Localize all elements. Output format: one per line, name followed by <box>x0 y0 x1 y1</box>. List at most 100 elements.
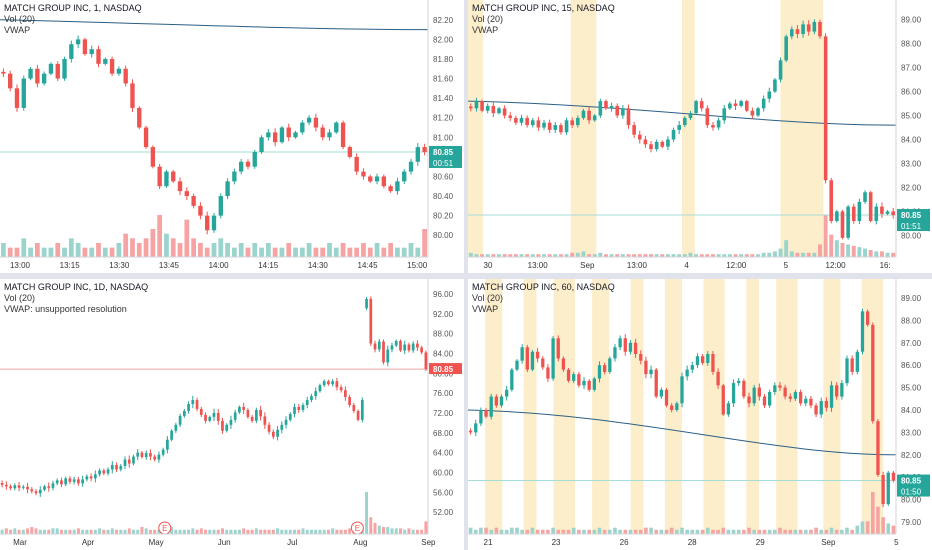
candle[interactable] <box>212 412 216 417</box>
candle[interactable] <box>13 485 17 489</box>
candle[interactable] <box>327 381 330 385</box>
candle[interactable] <box>132 456 135 464</box>
candle[interactable] <box>127 459 131 464</box>
candle[interactable] <box>221 420 224 431</box>
candle[interactable] <box>519 117 524 123</box>
candle[interactable] <box>408 161 414 172</box>
candle[interactable] <box>218 196 223 216</box>
candle[interactable] <box>334 122 339 133</box>
candle[interactable] <box>360 400 364 420</box>
candle[interactable] <box>245 161 251 167</box>
candle[interactable] <box>123 68 128 84</box>
candle[interactable] <box>742 380 746 397</box>
candle[interactable] <box>424 352 428 370</box>
candle[interactable] <box>690 365 694 370</box>
time-axis[interactable] <box>468 534 932 550</box>
candle[interactable] <box>331 381 335 385</box>
candle[interactable] <box>598 101 603 116</box>
candle[interactable] <box>716 371 720 386</box>
candle[interactable] <box>564 120 569 133</box>
candle[interactable] <box>280 424 284 430</box>
candle[interactable] <box>242 406 246 410</box>
candle[interactable] <box>415 147 420 162</box>
candle[interactable] <box>694 101 698 114</box>
candle[interactable] <box>829 385 834 408</box>
candle[interactable] <box>301 405 305 410</box>
chart-pane-daily[interactable]: MATCH GROUP INC, 1D, NASDAQ Vol (20) VWA… <box>0 279 464 550</box>
candle[interactable] <box>860 311 865 352</box>
candle[interactable] <box>829 180 834 222</box>
candle[interactable] <box>150 147 156 167</box>
candle[interactable] <box>314 391 318 397</box>
candle[interactable] <box>68 478 72 482</box>
candle[interactable] <box>171 171 176 182</box>
candle[interactable] <box>8 73 13 89</box>
candle[interactable] <box>855 351 859 372</box>
candle[interactable] <box>705 108 710 126</box>
candle[interactable] <box>618 338 622 348</box>
candle[interactable] <box>335 381 339 388</box>
candle[interactable] <box>411 343 415 351</box>
candle[interactable] <box>508 115 513 118</box>
candle[interactable] <box>706 353 710 363</box>
candle[interactable] <box>688 113 693 118</box>
candle[interactable] <box>305 400 309 406</box>
candle[interactable] <box>374 176 380 182</box>
candle[interactable] <box>102 470 106 474</box>
candle[interactable] <box>881 474 885 505</box>
candle[interactable] <box>390 345 394 350</box>
vwap-indicator-label[interactable]: VWAP: unsupported resolution <box>4 304 127 314</box>
candle[interactable] <box>637 134 642 140</box>
candle[interactable] <box>195 400 199 409</box>
candle[interactable] <box>790 29 794 37</box>
candle[interactable] <box>502 108 507 116</box>
candle[interactable] <box>184 191 189 197</box>
candle[interactable] <box>191 400 195 405</box>
candle[interactable] <box>863 192 867 202</box>
candle[interactable] <box>505 389 509 397</box>
candle[interactable] <box>880 206 884 214</box>
candle[interactable] <box>272 132 278 143</box>
candle[interactable] <box>469 106 473 109</box>
candle[interactable] <box>535 351 540 359</box>
candle[interactable] <box>876 421 880 475</box>
candle[interactable] <box>89 49 94 55</box>
candle[interactable] <box>499 396 504 406</box>
candle[interactable] <box>649 144 653 150</box>
candle[interactable] <box>205 215 210 231</box>
candle[interactable] <box>675 403 679 410</box>
symbol-title[interactable]: MATCH GROUP INC, 1D, NASDAQ <box>4 282 149 292</box>
candle[interactable] <box>716 120 721 128</box>
candle[interactable] <box>30 489 34 492</box>
candle[interactable] <box>726 403 731 415</box>
candle[interactable] <box>21 486 25 488</box>
candle[interactable] <box>300 122 305 133</box>
symbol-title[interactable]: MATCH GROUP INC, 15, NASDAQ <box>472 3 615 13</box>
candle[interactable] <box>62 58 67 79</box>
candle[interactable] <box>561 358 566 370</box>
candle[interactable] <box>628 342 633 352</box>
candle[interactable] <box>208 416 212 421</box>
candle[interactable] <box>89 476 93 479</box>
pane-separator-horizontal[interactable] <box>0 273 932 279</box>
candle[interactable] <box>55 63 60 79</box>
candle[interactable] <box>109 58 115 74</box>
candle[interactable] <box>93 474 97 479</box>
candle[interactable] <box>85 476 89 480</box>
candle[interactable] <box>395 181 400 192</box>
candle[interactable] <box>525 347 529 370</box>
candle[interactable] <box>136 452 140 457</box>
candle[interactable] <box>778 60 783 80</box>
candle[interactable] <box>164 171 169 187</box>
candle[interactable] <box>106 469 110 474</box>
candle[interactable] <box>784 36 788 61</box>
candle[interactable] <box>556 338 560 359</box>
candle[interactable] <box>38 489 42 494</box>
candle[interactable] <box>369 298 373 344</box>
candle[interactable] <box>48 63 54 74</box>
candle[interactable] <box>17 485 21 488</box>
candle[interactable] <box>216 412 220 421</box>
candle[interactable] <box>886 472 890 505</box>
candle[interactable] <box>402 171 407 182</box>
candle[interactable] <box>198 205 203 216</box>
